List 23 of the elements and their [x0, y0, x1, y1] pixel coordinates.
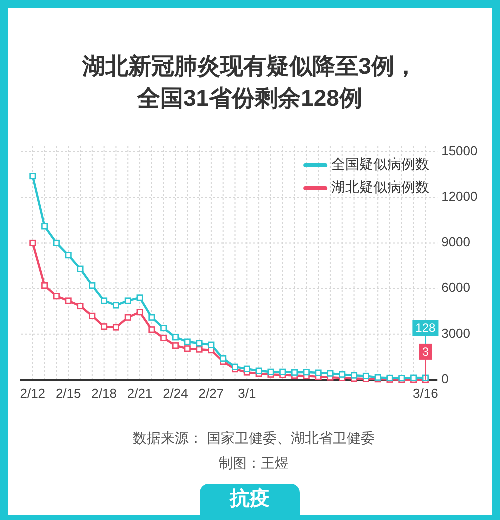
annotation: 数据来源： 国家卫健委、湖北省卫健委	[132, 429, 376, 448]
y-tick-label: 9000	[442, 234, 471, 250]
annotation: 制图：王煜	[218, 454, 290, 473]
y-tick-label: 15000	[442, 143, 478, 158]
data-label: 128	[416, 321, 436, 336]
data-label: 3	[422, 344, 430, 359]
y-tick-label: 0	[442, 371, 449, 386]
y-tick-label: 6000	[442, 280, 471, 296]
x-tick-label: 2/12	[20, 386, 46, 401]
title: 湖北新冠肺炎现有疑似降至3例，全国31省份剩余128例	[81, 52, 418, 113]
legend-label: 湖北疑似病例数	[332, 179, 430, 196]
annotation: 抗疫	[200, 484, 300, 515]
y-tick-label: 12000	[442, 189, 478, 204]
x-tick-label: 2/27	[198, 386, 224, 401]
y-tick-label: 3000	[442, 326, 471, 341]
x-tick-label: 2/15	[56, 386, 82, 401]
x-tick-label: 2/24	[163, 386, 188, 401]
value-label: 3	[419, 344, 432, 380]
x-tick-label: 3/1	[238, 386, 256, 401]
x-tick-label: 2/21	[127, 386, 153, 401]
legend-label: 全国疑似病例数	[332, 156, 430, 172]
x-tick-label: 3/16	[413, 386, 438, 401]
x-tick-label: 2/18	[92, 386, 117, 401]
